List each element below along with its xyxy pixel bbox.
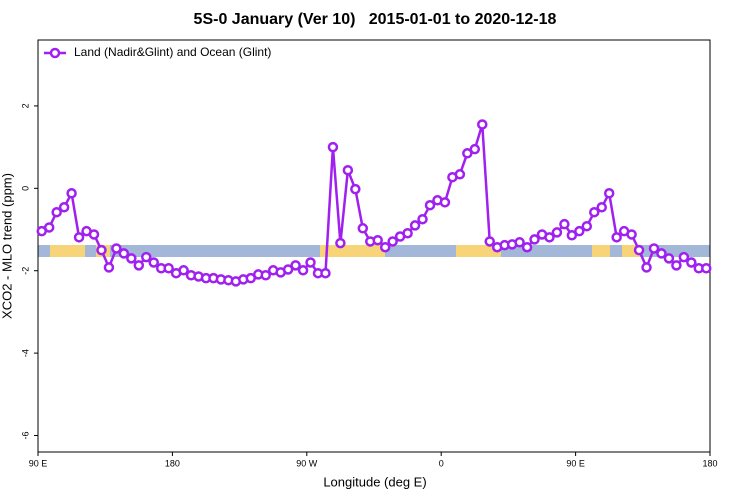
- y-tick-label: -2: [20, 267, 30, 275]
- y-axis-label: XCO2 - MLO trend (ppm): [0, 173, 14, 319]
- land-ocean-strip: [38, 245, 710, 257]
- data-point: [529, 234, 540, 245]
- data-point: [648, 243, 660, 254]
- data-point: [551, 227, 563, 238]
- x-tick-label: 90 E: [566, 458, 585, 468]
- data-point: [327, 141, 339, 153]
- data-point: [163, 262, 174, 274]
- data-point: [73, 232, 85, 243]
- data-point: [350, 183, 361, 195]
- data-point: [424, 199, 436, 211]
- data-point: [439, 197, 451, 208]
- data-point: [686, 257, 697, 268]
- data-point: [282, 264, 294, 275]
- x-axis-label: Longitude (deg E): [323, 474, 426, 489]
- data-point: [671, 260, 682, 271]
- data-point: [469, 143, 481, 155]
- data-point: [589, 206, 600, 218]
- x-tick-label: 90 W: [296, 458, 318, 468]
- data-point: [559, 218, 570, 230]
- data-point: [544, 232, 555, 243]
- data-point: [454, 169, 466, 180]
- data-point: [603, 188, 615, 199]
- data-point: [462, 148, 473, 159]
- data-point: [477, 119, 488, 130]
- data-point: [141, 251, 152, 263]
- y-tick-label: -6: [20, 432, 30, 440]
- data-point: [133, 260, 145, 271]
- land-band: [592, 245, 610, 257]
- data-point: [118, 248, 130, 259]
- data-point: [402, 227, 413, 239]
- data-point: [521, 241, 533, 253]
- data-point: [51, 206, 62, 218]
- data-point: [656, 248, 667, 259]
- data-point: [387, 236, 398, 247]
- data-point: [566, 230, 578, 241]
- data-point: [58, 202, 70, 213]
- data-point: [260, 270, 271, 281]
- data-point: [178, 265, 189, 276]
- data-point: [663, 253, 675, 264]
- data-point: [678, 251, 690, 263]
- x-tick-label: 180: [702, 458, 717, 468]
- x-tick-label: 0: [439, 458, 444, 468]
- data-point: [43, 222, 55, 233]
- land-band: [456, 245, 501, 257]
- data-point: [297, 265, 309, 276]
- legend-label: Land (Nadir&Glint) and Ocean (Glint): [74, 45, 271, 59]
- x-tick-label: 180: [165, 458, 180, 468]
- data-point: [111, 243, 122, 254]
- land-band: [320, 245, 385, 257]
- y-tick-label: 0: [20, 186, 30, 191]
- data-point: [514, 237, 525, 248]
- land-band: [50, 245, 85, 257]
- data-point: [290, 260, 301, 271]
- data-point: [409, 220, 421, 231]
- data-point: [626, 229, 637, 240]
- data-point: [701, 262, 712, 274]
- data-point: [103, 262, 115, 273]
- plot-frame: [37, 39, 711, 453]
- data-point: [574, 225, 585, 237]
- y-tick-label: -4: [20, 349, 30, 357]
- legend-marker: [49, 47, 61, 59]
- data-point: [305, 257, 316, 268]
- data-point: [611, 232, 622, 243]
- chart-title: 5S-0 January (Ver 10) 2015-01-01 to 2020…: [194, 11, 557, 28]
- data-point: [633, 244, 645, 256]
- data-point: [148, 257, 159, 268]
- data-point: [342, 164, 354, 176]
- data-point: [96, 244, 107, 256]
- data-point: [88, 229, 100, 240]
- y-tick-label: 2: [20, 103, 30, 108]
- data-point: [596, 202, 607, 213]
- data-point: [126, 253, 137, 264]
- data-point: [379, 241, 391, 253]
- data-point: [320, 267, 331, 279]
- data-point: [641, 262, 652, 273]
- data-point: [417, 213, 428, 225]
- data-point: [357, 223, 369, 234]
- x-tick-label: 90 E: [29, 458, 48, 468]
- data-point: [581, 220, 593, 232]
- data-point: [335, 237, 346, 249]
- data-point: [66, 188, 77, 199]
- data-point: [484, 236, 495, 247]
- data-point: [372, 234, 383, 246]
